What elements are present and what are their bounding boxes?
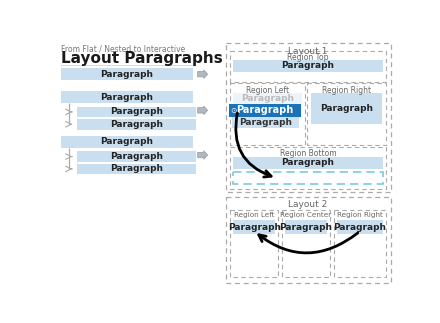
Bar bbox=[229, 104, 301, 117]
Text: Region Bottom: Region Bottom bbox=[280, 149, 336, 158]
FancyArrow shape bbox=[198, 70, 208, 78]
Bar bbox=[61, 65, 193, 66]
Text: Paragraph: Paragraph bbox=[101, 70, 154, 79]
Bar bbox=[230, 210, 278, 277]
Bar bbox=[230, 51, 386, 82]
Text: Region Center: Region Center bbox=[280, 212, 332, 218]
Bar bbox=[77, 107, 196, 117]
Bar bbox=[77, 151, 196, 162]
Bar bbox=[61, 91, 193, 103]
Text: Region Top: Region Top bbox=[287, 53, 329, 62]
FancyArrow shape bbox=[198, 151, 208, 159]
Text: Region Right: Region Right bbox=[337, 212, 383, 218]
Text: Region Left: Region Left bbox=[246, 86, 290, 95]
Bar bbox=[233, 93, 302, 104]
Text: Paragraph: Paragraph bbox=[334, 223, 386, 232]
Text: Layout 1: Layout 1 bbox=[288, 47, 328, 56]
Bar bbox=[337, 221, 383, 234]
Text: Paragraph: Paragraph bbox=[110, 164, 163, 173]
Text: Paragraph: Paragraph bbox=[279, 223, 333, 232]
Bar bbox=[334, 210, 386, 277]
Bar bbox=[233, 157, 383, 169]
Bar bbox=[307, 83, 386, 145]
Text: Paragraph: Paragraph bbox=[320, 104, 373, 113]
Text: Paragraph: Paragraph bbox=[110, 152, 163, 161]
Bar bbox=[311, 93, 382, 124]
Bar bbox=[230, 83, 305, 145]
Text: Layout Paragraphs: Layout Paragraphs bbox=[61, 51, 223, 66]
Bar bbox=[232, 117, 299, 128]
Text: From Flat / Nested to Interactive: From Flat / Nested to Interactive bbox=[61, 45, 185, 54]
Bar bbox=[233, 59, 383, 72]
Bar bbox=[233, 221, 275, 234]
Bar bbox=[226, 197, 391, 283]
Text: Paragraph: Paragraph bbox=[110, 108, 163, 116]
Bar bbox=[226, 43, 391, 192]
Text: Paragraph: Paragraph bbox=[236, 105, 293, 115]
Text: Paragraph: Paragraph bbox=[227, 223, 281, 232]
Bar bbox=[61, 136, 193, 148]
Bar bbox=[233, 172, 383, 184]
Text: Paragraph: Paragraph bbox=[241, 94, 294, 103]
Text: Paragraph: Paragraph bbox=[101, 93, 154, 102]
Bar bbox=[77, 163, 196, 174]
Text: Paragraph: Paragraph bbox=[239, 118, 292, 127]
Text: Layout 2: Layout 2 bbox=[288, 201, 328, 209]
Text: Paragraph: Paragraph bbox=[101, 138, 154, 146]
Bar bbox=[282, 210, 330, 277]
Bar bbox=[230, 147, 386, 189]
Text: Paragraph: Paragraph bbox=[110, 120, 163, 129]
Text: Paragraph: Paragraph bbox=[282, 61, 334, 70]
Text: Region Left: Region Left bbox=[234, 212, 275, 218]
Text: Region Right: Region Right bbox=[322, 86, 371, 95]
FancyArrow shape bbox=[198, 106, 208, 115]
Bar bbox=[61, 68, 193, 80]
Text: ⊙: ⊙ bbox=[230, 106, 236, 115]
Bar bbox=[285, 221, 327, 234]
Bar bbox=[77, 119, 196, 130]
Text: Paragraph: Paragraph bbox=[282, 158, 334, 167]
